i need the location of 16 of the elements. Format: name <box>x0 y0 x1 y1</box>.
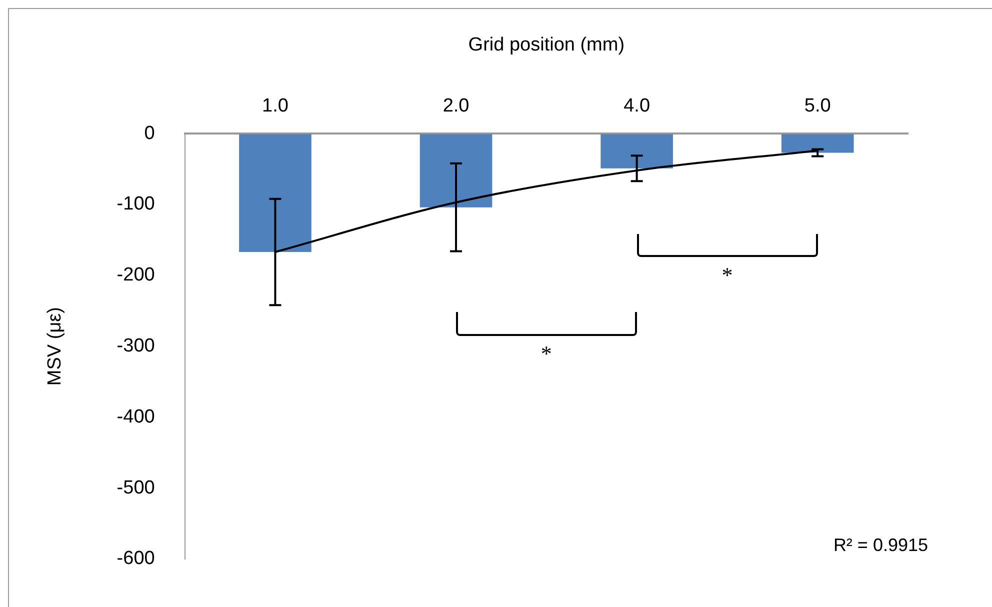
annotation: * <box>540 340 552 366</box>
y-tick-label: -400 <box>116 406 155 428</box>
annotation: * <box>722 262 733 288</box>
y-axis-title: MSV (με) <box>44 307 66 386</box>
y-tick-label: -100 <box>116 194 155 215</box>
y-tick-label: -300 <box>116 336 155 357</box>
y-tick-label: 0 <box>144 122 155 144</box>
x-tick-label: 2.0 <box>442 95 470 116</box>
y-tick-label: -200 <box>116 264 155 286</box>
x-axis-title: Grid position (mm) <box>468 34 625 56</box>
x-tick-label: 4.0 <box>624 95 650 116</box>
annotation: R² = 0.9915 <box>833 534 928 555</box>
y-tick-label: -600 <box>116 548 155 570</box>
x-tick-label: 5.0 <box>804 95 831 116</box>
x-tick-label: 1.0 <box>262 95 288 116</box>
y-tick-label: -500 <box>116 477 155 498</box>
